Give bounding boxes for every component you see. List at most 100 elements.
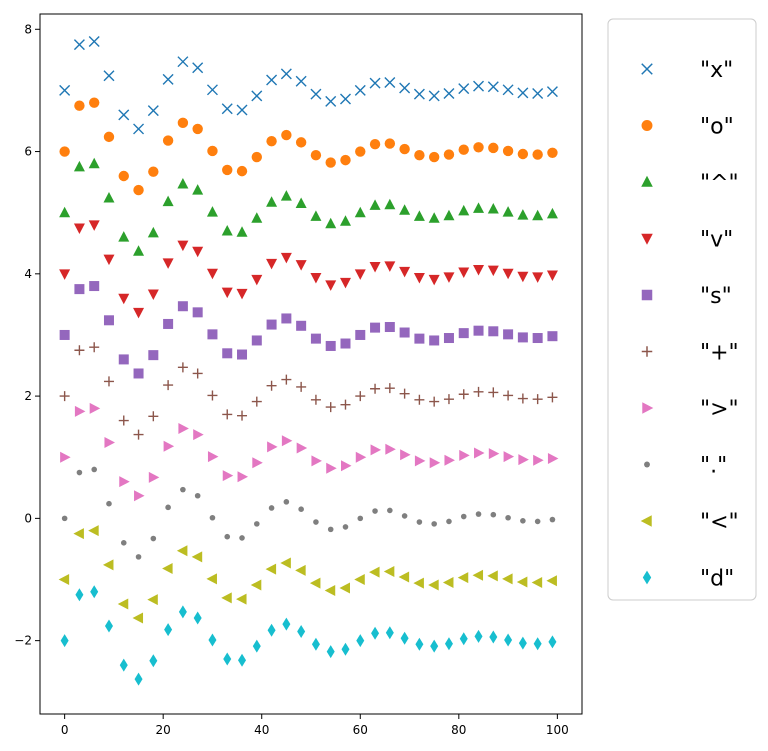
data-point bbox=[399, 266, 411, 278]
data-point bbox=[117, 598, 129, 610]
data-point bbox=[446, 518, 452, 525]
data-point bbox=[89, 402, 101, 414]
data-point bbox=[533, 637, 542, 651]
legend-label: "d" bbox=[700, 567, 734, 592]
legend-label: "s" bbox=[700, 284, 732, 309]
data-point bbox=[473, 202, 485, 213]
data-point bbox=[340, 338, 351, 349]
data-point bbox=[61, 515, 68, 522]
data-point bbox=[88, 220, 100, 231]
data-point bbox=[178, 605, 187, 619]
data-point bbox=[280, 68, 292, 80]
data-point bbox=[443, 149, 455, 160]
legend-label: "x" bbox=[700, 58, 733, 83]
data-point bbox=[164, 623, 173, 637]
data-point bbox=[369, 77, 381, 89]
data-point bbox=[532, 333, 543, 344]
data-point bbox=[295, 564, 306, 576]
data-point bbox=[280, 190, 292, 201]
data-point bbox=[400, 449, 411, 461]
legend-entry: "o" bbox=[641, 115, 734, 140]
data-point bbox=[487, 203, 499, 214]
data-point bbox=[119, 658, 128, 672]
data-point bbox=[400, 631, 409, 645]
data-point bbox=[266, 74, 278, 86]
data-point bbox=[60, 634, 69, 648]
data-point bbox=[325, 340, 336, 351]
data-point bbox=[546, 86, 558, 98]
data-point bbox=[444, 637, 453, 651]
legend-marker bbox=[642, 570, 652, 585]
data-point bbox=[251, 90, 263, 102]
data-point bbox=[313, 519, 319, 525]
data-point bbox=[133, 123, 145, 135]
data-point bbox=[443, 333, 454, 344]
data-point bbox=[206, 84, 218, 96]
x-tick-label: 40 bbox=[254, 723, 269, 737]
data-point bbox=[311, 455, 322, 467]
data-point bbox=[384, 138, 396, 149]
data-point bbox=[296, 381, 307, 392]
data-point bbox=[534, 518, 541, 525]
data-point bbox=[162, 135, 174, 146]
data-point bbox=[531, 577, 543, 589]
data-point bbox=[118, 170, 129, 182]
data-point bbox=[502, 84, 514, 96]
data-point bbox=[428, 274, 440, 286]
data-point bbox=[236, 593, 247, 605]
data-point bbox=[503, 329, 514, 340]
data-point bbox=[488, 142, 499, 154]
data-point bbox=[103, 131, 115, 143]
data-point bbox=[104, 619, 113, 633]
legend-marker bbox=[641, 120, 653, 131]
data-point bbox=[162, 195, 174, 207]
legend-label: "v" bbox=[700, 228, 733, 253]
series-6 bbox=[60, 402, 559, 502]
data-point bbox=[383, 566, 395, 578]
data-point bbox=[59, 329, 70, 340]
data-point bbox=[253, 521, 260, 527]
data-point bbox=[532, 394, 543, 405]
data-point bbox=[487, 81, 499, 93]
data-point bbox=[236, 288, 248, 300]
data-point bbox=[192, 184, 204, 195]
data-point bbox=[221, 287, 233, 299]
data-point bbox=[414, 333, 425, 344]
data-point bbox=[414, 455, 426, 467]
data-point bbox=[475, 511, 482, 517]
data-point bbox=[147, 105, 159, 117]
data-point bbox=[281, 374, 292, 385]
data-point bbox=[91, 466, 97, 473]
data-point bbox=[309, 577, 321, 589]
data-point bbox=[474, 629, 483, 643]
data-point bbox=[118, 415, 129, 426]
data-point bbox=[103, 192, 115, 203]
legend-entry: "v" bbox=[641, 228, 733, 253]
data-point bbox=[442, 577, 454, 589]
data-point bbox=[428, 579, 439, 591]
data-point bbox=[473, 265, 485, 276]
data-point bbox=[355, 451, 367, 463]
data-point bbox=[102, 559, 114, 571]
data-point bbox=[326, 645, 335, 659]
legend-marker bbox=[641, 63, 653, 75]
data-point bbox=[458, 204, 470, 216]
data-point bbox=[191, 551, 203, 563]
data-point bbox=[295, 260, 307, 271]
data-point bbox=[517, 271, 529, 283]
data-point bbox=[369, 199, 381, 210]
legend-label: "<" bbox=[700, 510, 739, 535]
data-point bbox=[252, 457, 263, 469]
data-point bbox=[103, 315, 114, 326]
data-point bbox=[532, 87, 544, 99]
y-tick-label: 8 bbox=[24, 22, 32, 36]
data-point bbox=[457, 572, 469, 584]
data-point bbox=[354, 269, 366, 280]
data-point bbox=[133, 184, 144, 196]
data-point bbox=[546, 575, 557, 587]
data-point bbox=[518, 454, 529, 466]
series-9 bbox=[60, 585, 557, 686]
data-point bbox=[281, 313, 292, 324]
data-point bbox=[487, 570, 498, 582]
